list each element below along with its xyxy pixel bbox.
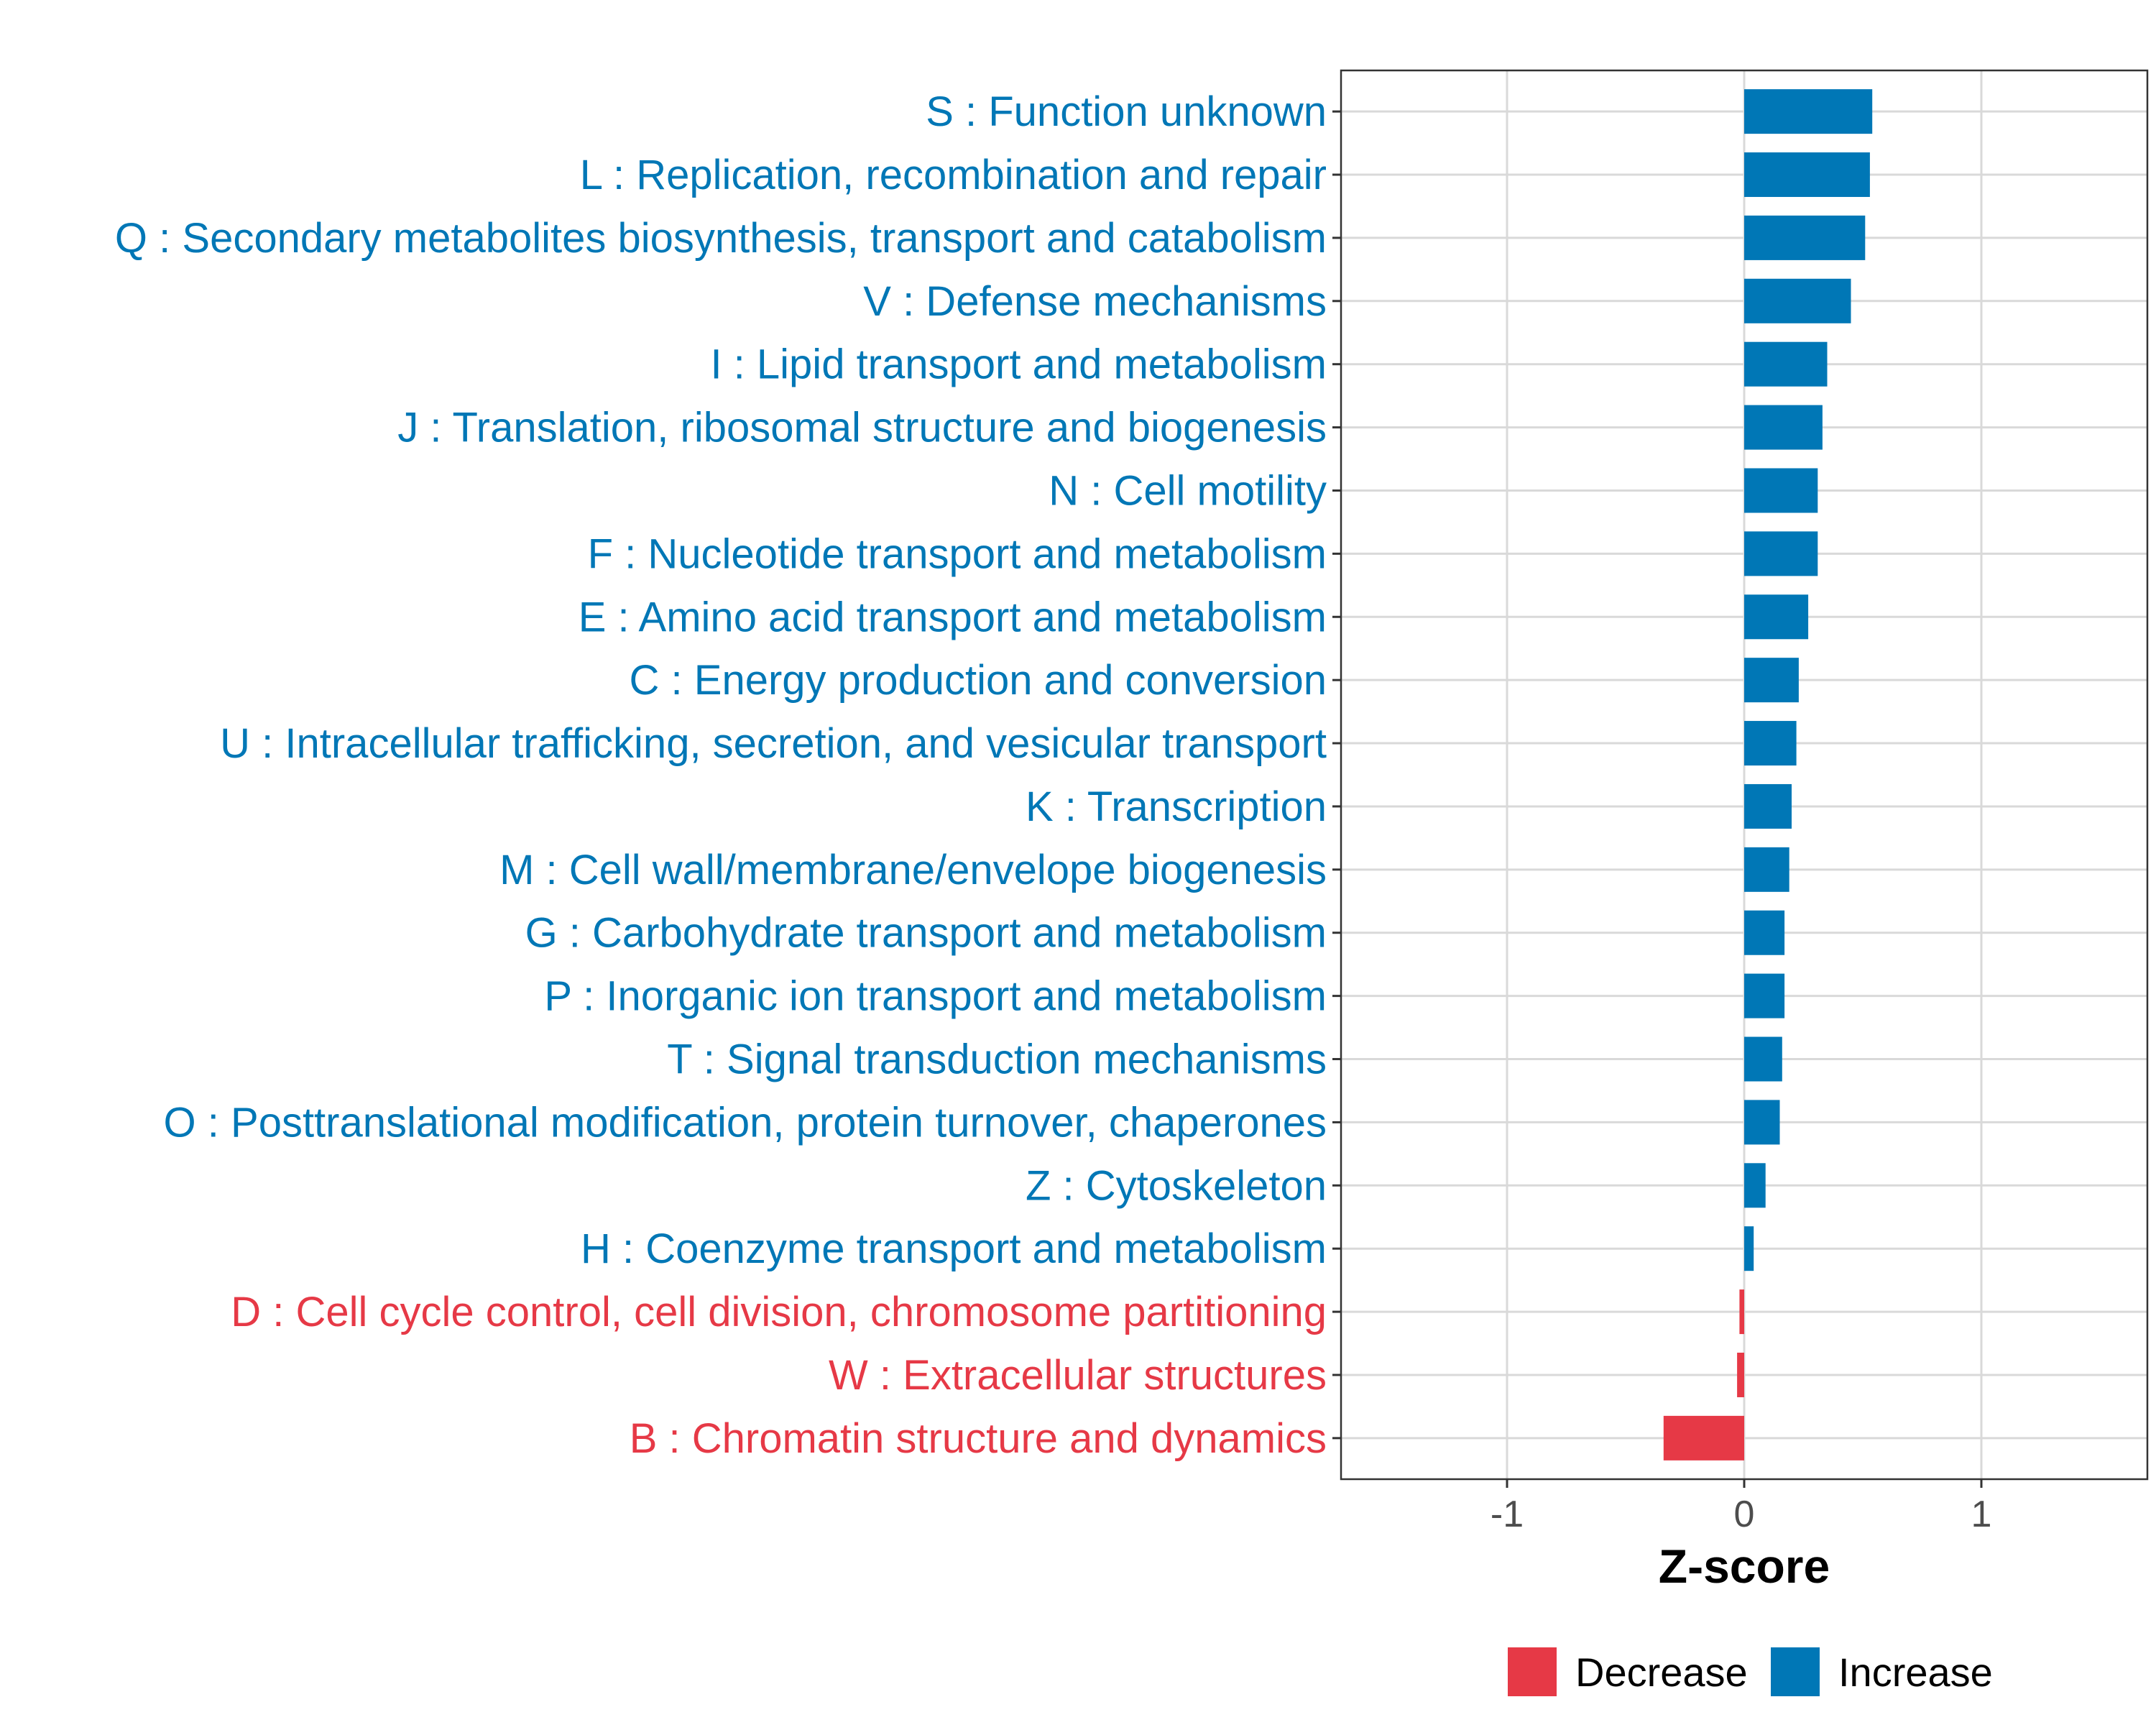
y-axis-ticks (1332, 110, 1341, 1440)
bar-k (1744, 783, 1792, 829)
bar-q (1744, 215, 1866, 260)
bar-w (1737, 1352, 1744, 1397)
bar-t (1744, 1036, 1782, 1082)
category-label: K : Transcription (1026, 783, 1327, 830)
category-label: L : Replication, recombination and repai… (580, 152, 1327, 198)
bar-j (1744, 405, 1823, 450)
category-label: I : Lipid transport and metabolism (710, 341, 1327, 388)
x-axis-title: Z-score (1659, 1540, 1830, 1593)
category-label: F : Nucleotide transport and metabolism (588, 530, 1327, 577)
category-label: H : Coenzyme transport and metabolism (581, 1225, 1327, 1272)
legend-label-decrease: Decrease (1575, 1650, 1748, 1695)
bar-s (1744, 89, 1873, 134)
category-label: P : Inorganic ion transport and metaboli… (544, 973, 1327, 1020)
category-label: D : Cell cycle control, cell division, c… (231, 1289, 1327, 1335)
bar-e (1744, 594, 1809, 640)
category-label: E : Amino acid transport and metabolism (579, 594, 1327, 640)
category-label: V : Defense mechanisms (863, 278, 1327, 325)
category-label: M : Cell wall/membrane/envelope biogenes… (499, 847, 1327, 893)
legend-label-increase: Increase (1838, 1650, 1993, 1695)
bar-u (1744, 721, 1797, 766)
x-tick-label: 0 (1734, 1494, 1755, 1535)
category-label: U : Intracellular trafficking, secretion… (220, 720, 1327, 767)
category-label: G : Carbohydrate transport and metabolis… (525, 910, 1327, 957)
category-label: B : Chromatin structure and dynamics (630, 1415, 1327, 1462)
category-label: J : Translation, ribosomal structure and… (397, 405, 1327, 451)
bar-p (1744, 973, 1785, 1018)
bar-b (1663, 1415, 1744, 1460)
category-label: N : Cell motility (1049, 467, 1327, 514)
x-tick-label: 1 (1971, 1494, 1992, 1535)
category-labels: S : Function unknown L : Replication, rec… (115, 88, 1327, 1462)
category-label: O : Posttranslational modification, prot… (164, 1099, 1327, 1146)
category-label: Z : Cytoskeleton (1026, 1162, 1327, 1209)
bar-v (1744, 278, 1851, 323)
category-label: W : Extracellular structures (829, 1352, 1327, 1399)
bar-i (1744, 341, 1828, 387)
legend: Decrease Increase (1508, 1647, 1993, 1696)
bars (1663, 89, 1873, 1460)
bar-d (1739, 1289, 1744, 1335)
x-axis-ticks: -1 0 1 (1491, 1479, 1992, 1535)
bar-n (1744, 468, 1818, 513)
bar-m (1744, 847, 1789, 892)
bar-f (1744, 531, 1818, 576)
category-label: T : Signal transduction mechanisms (667, 1036, 1327, 1083)
category-label: S : Function unknown (926, 88, 1327, 135)
legend-swatch-increase (1771, 1647, 1820, 1696)
bar-g (1744, 910, 1785, 955)
category-label: Q : Secondary metabolites biosynthesis, … (115, 215, 1327, 262)
bar-z (1744, 1163, 1766, 1208)
bar-l (1744, 152, 1870, 198)
x-tick-label: -1 (1491, 1494, 1524, 1535)
bar-o (1744, 1100, 1780, 1145)
legend-swatch-decrease (1508, 1647, 1557, 1696)
bar-c (1744, 658, 1799, 703)
category-label: C : Energy production and conversion (630, 657, 1327, 704)
bar-h (1744, 1226, 1754, 1271)
